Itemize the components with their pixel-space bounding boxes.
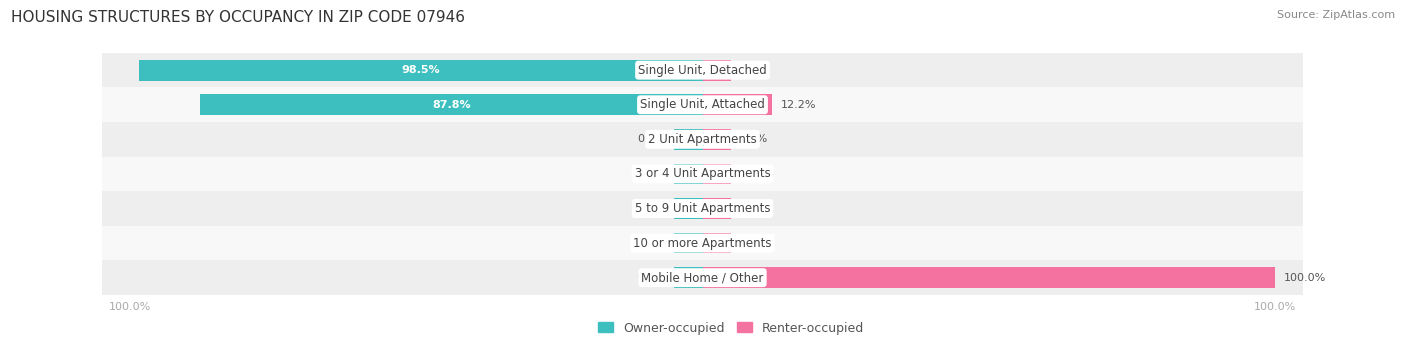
Bar <box>673 198 703 219</box>
Bar <box>673 267 703 288</box>
Bar <box>703 233 731 253</box>
Text: 87.8%: 87.8% <box>432 100 471 110</box>
Bar <box>703 60 731 80</box>
Text: 0.0%: 0.0% <box>637 238 665 248</box>
Text: 0.0%: 0.0% <box>740 169 768 179</box>
Bar <box>101 122 1303 157</box>
Text: 5 to 9 Unit Apartments: 5 to 9 Unit Apartments <box>634 202 770 215</box>
Text: 0.0%: 0.0% <box>740 238 768 248</box>
Bar <box>703 129 731 150</box>
Text: 98.5%: 98.5% <box>401 65 440 75</box>
Text: 100.0%: 100.0% <box>1284 273 1326 283</box>
Text: Mobile Home / Other: Mobile Home / Other <box>641 271 763 284</box>
Bar <box>673 233 703 253</box>
Bar <box>703 94 772 115</box>
Text: Single Unit, Attached: Single Unit, Attached <box>640 98 765 111</box>
Text: Source: ZipAtlas.com: Source: ZipAtlas.com <box>1277 10 1395 20</box>
Bar <box>101 261 1303 295</box>
Text: 0.0%: 0.0% <box>637 134 665 144</box>
Bar <box>101 157 1303 191</box>
Bar <box>673 164 703 184</box>
Bar <box>703 267 1275 288</box>
Text: 10 or more Apartments: 10 or more Apartments <box>633 237 772 250</box>
Bar <box>703 164 731 184</box>
Bar <box>101 87 1303 122</box>
Text: 0.0%: 0.0% <box>637 273 665 283</box>
Legend: Owner-occupied, Renter-occupied: Owner-occupied, Renter-occupied <box>598 322 865 335</box>
Text: 1.5%: 1.5% <box>740 65 768 75</box>
Bar <box>139 60 703 80</box>
Text: HOUSING STRUCTURES BY OCCUPANCY IN ZIP CODE 07946: HOUSING STRUCTURES BY OCCUPANCY IN ZIP C… <box>11 10 465 25</box>
Text: 3 or 4 Unit Apartments: 3 or 4 Unit Apartments <box>634 167 770 180</box>
Bar <box>101 53 1303 87</box>
Bar <box>101 191 1303 226</box>
Bar <box>703 198 731 219</box>
Text: 0.0%: 0.0% <box>740 204 768 213</box>
Text: 0.0%: 0.0% <box>637 204 665 213</box>
Bar <box>673 129 703 150</box>
Text: 12.2%: 12.2% <box>780 100 817 110</box>
Text: 2 Unit Apartments: 2 Unit Apartments <box>648 133 756 146</box>
Text: 0.0%: 0.0% <box>740 134 768 144</box>
Text: Single Unit, Detached: Single Unit, Detached <box>638 64 766 77</box>
Bar <box>200 94 703 115</box>
Text: 0.0%: 0.0% <box>637 169 665 179</box>
Bar <box>101 226 1303 261</box>
